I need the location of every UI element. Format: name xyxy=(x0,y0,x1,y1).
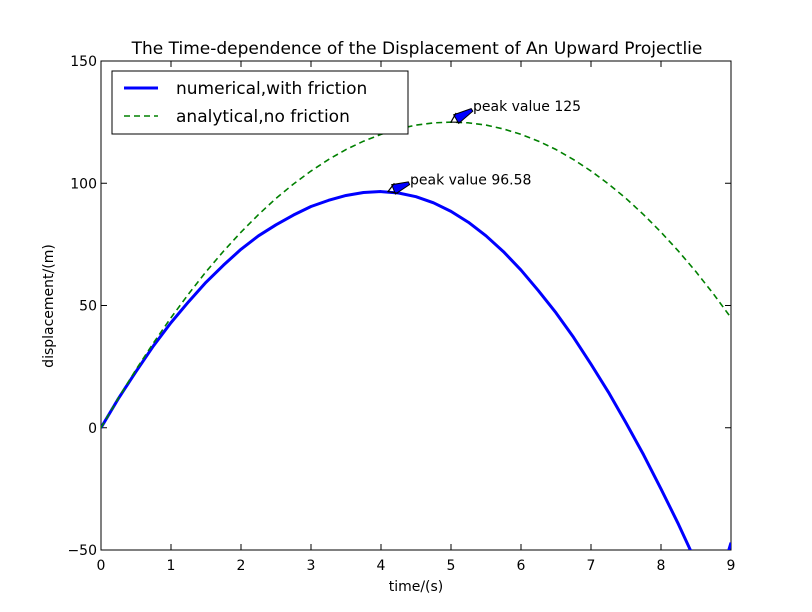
y-tick-label: 50 xyxy=(79,299,97,315)
legend-box xyxy=(111,70,409,135)
annotation-label: peak value 96.58 xyxy=(410,172,531,188)
x-tick-label: 3 xyxy=(307,558,316,574)
plot-frame xyxy=(100,60,732,551)
x-tick-label: 4 xyxy=(377,558,386,574)
x-tick-label: 6 xyxy=(517,558,526,574)
annotation-arrow xyxy=(391,181,411,195)
x-axis-label: time/(s) xyxy=(389,579,444,595)
x-tick-label: 2 xyxy=(237,558,246,574)
legend: numerical,with friction analytical,no fr… xyxy=(111,70,409,135)
x-tick-label: 8 xyxy=(657,558,666,574)
y-tick-label: 100 xyxy=(70,176,97,192)
y-tick-label: −50 xyxy=(67,543,97,559)
legend-label-analytical: analytical,no friction xyxy=(176,107,350,127)
annotation-arrowhead xyxy=(449,112,462,123)
series-layer xyxy=(101,121,731,550)
annotation-label: peak value 125 xyxy=(473,99,581,115)
legend-label-numerical: numerical,with friction xyxy=(176,79,367,99)
annotation-arrowhead xyxy=(386,182,399,194)
annotation-layer: peak value 125 peak value 96.58 xyxy=(386,99,581,195)
y-tick-label: 150 xyxy=(70,54,97,70)
x-tick-label: 5 xyxy=(447,558,456,574)
y-axis-label: displacement/(m) xyxy=(41,244,57,368)
chart-title: The Time-dependence of the Displacement … xyxy=(131,39,703,59)
annotation-arrow xyxy=(452,107,474,125)
series-line-numerical xyxy=(101,190,731,550)
x-tick-label: 7 xyxy=(587,558,596,574)
x-tick-label: 0 xyxy=(97,558,106,574)
x-tick-label: 1 xyxy=(167,558,176,574)
x-axis: 0 1 2 3 4 5 6 7 8 9 xyxy=(97,61,736,574)
y-tick-label: 0 xyxy=(88,421,97,437)
y-axis: −50 0 50 100 150 xyxy=(67,54,731,559)
x-tick-label: 9 xyxy=(727,558,736,574)
